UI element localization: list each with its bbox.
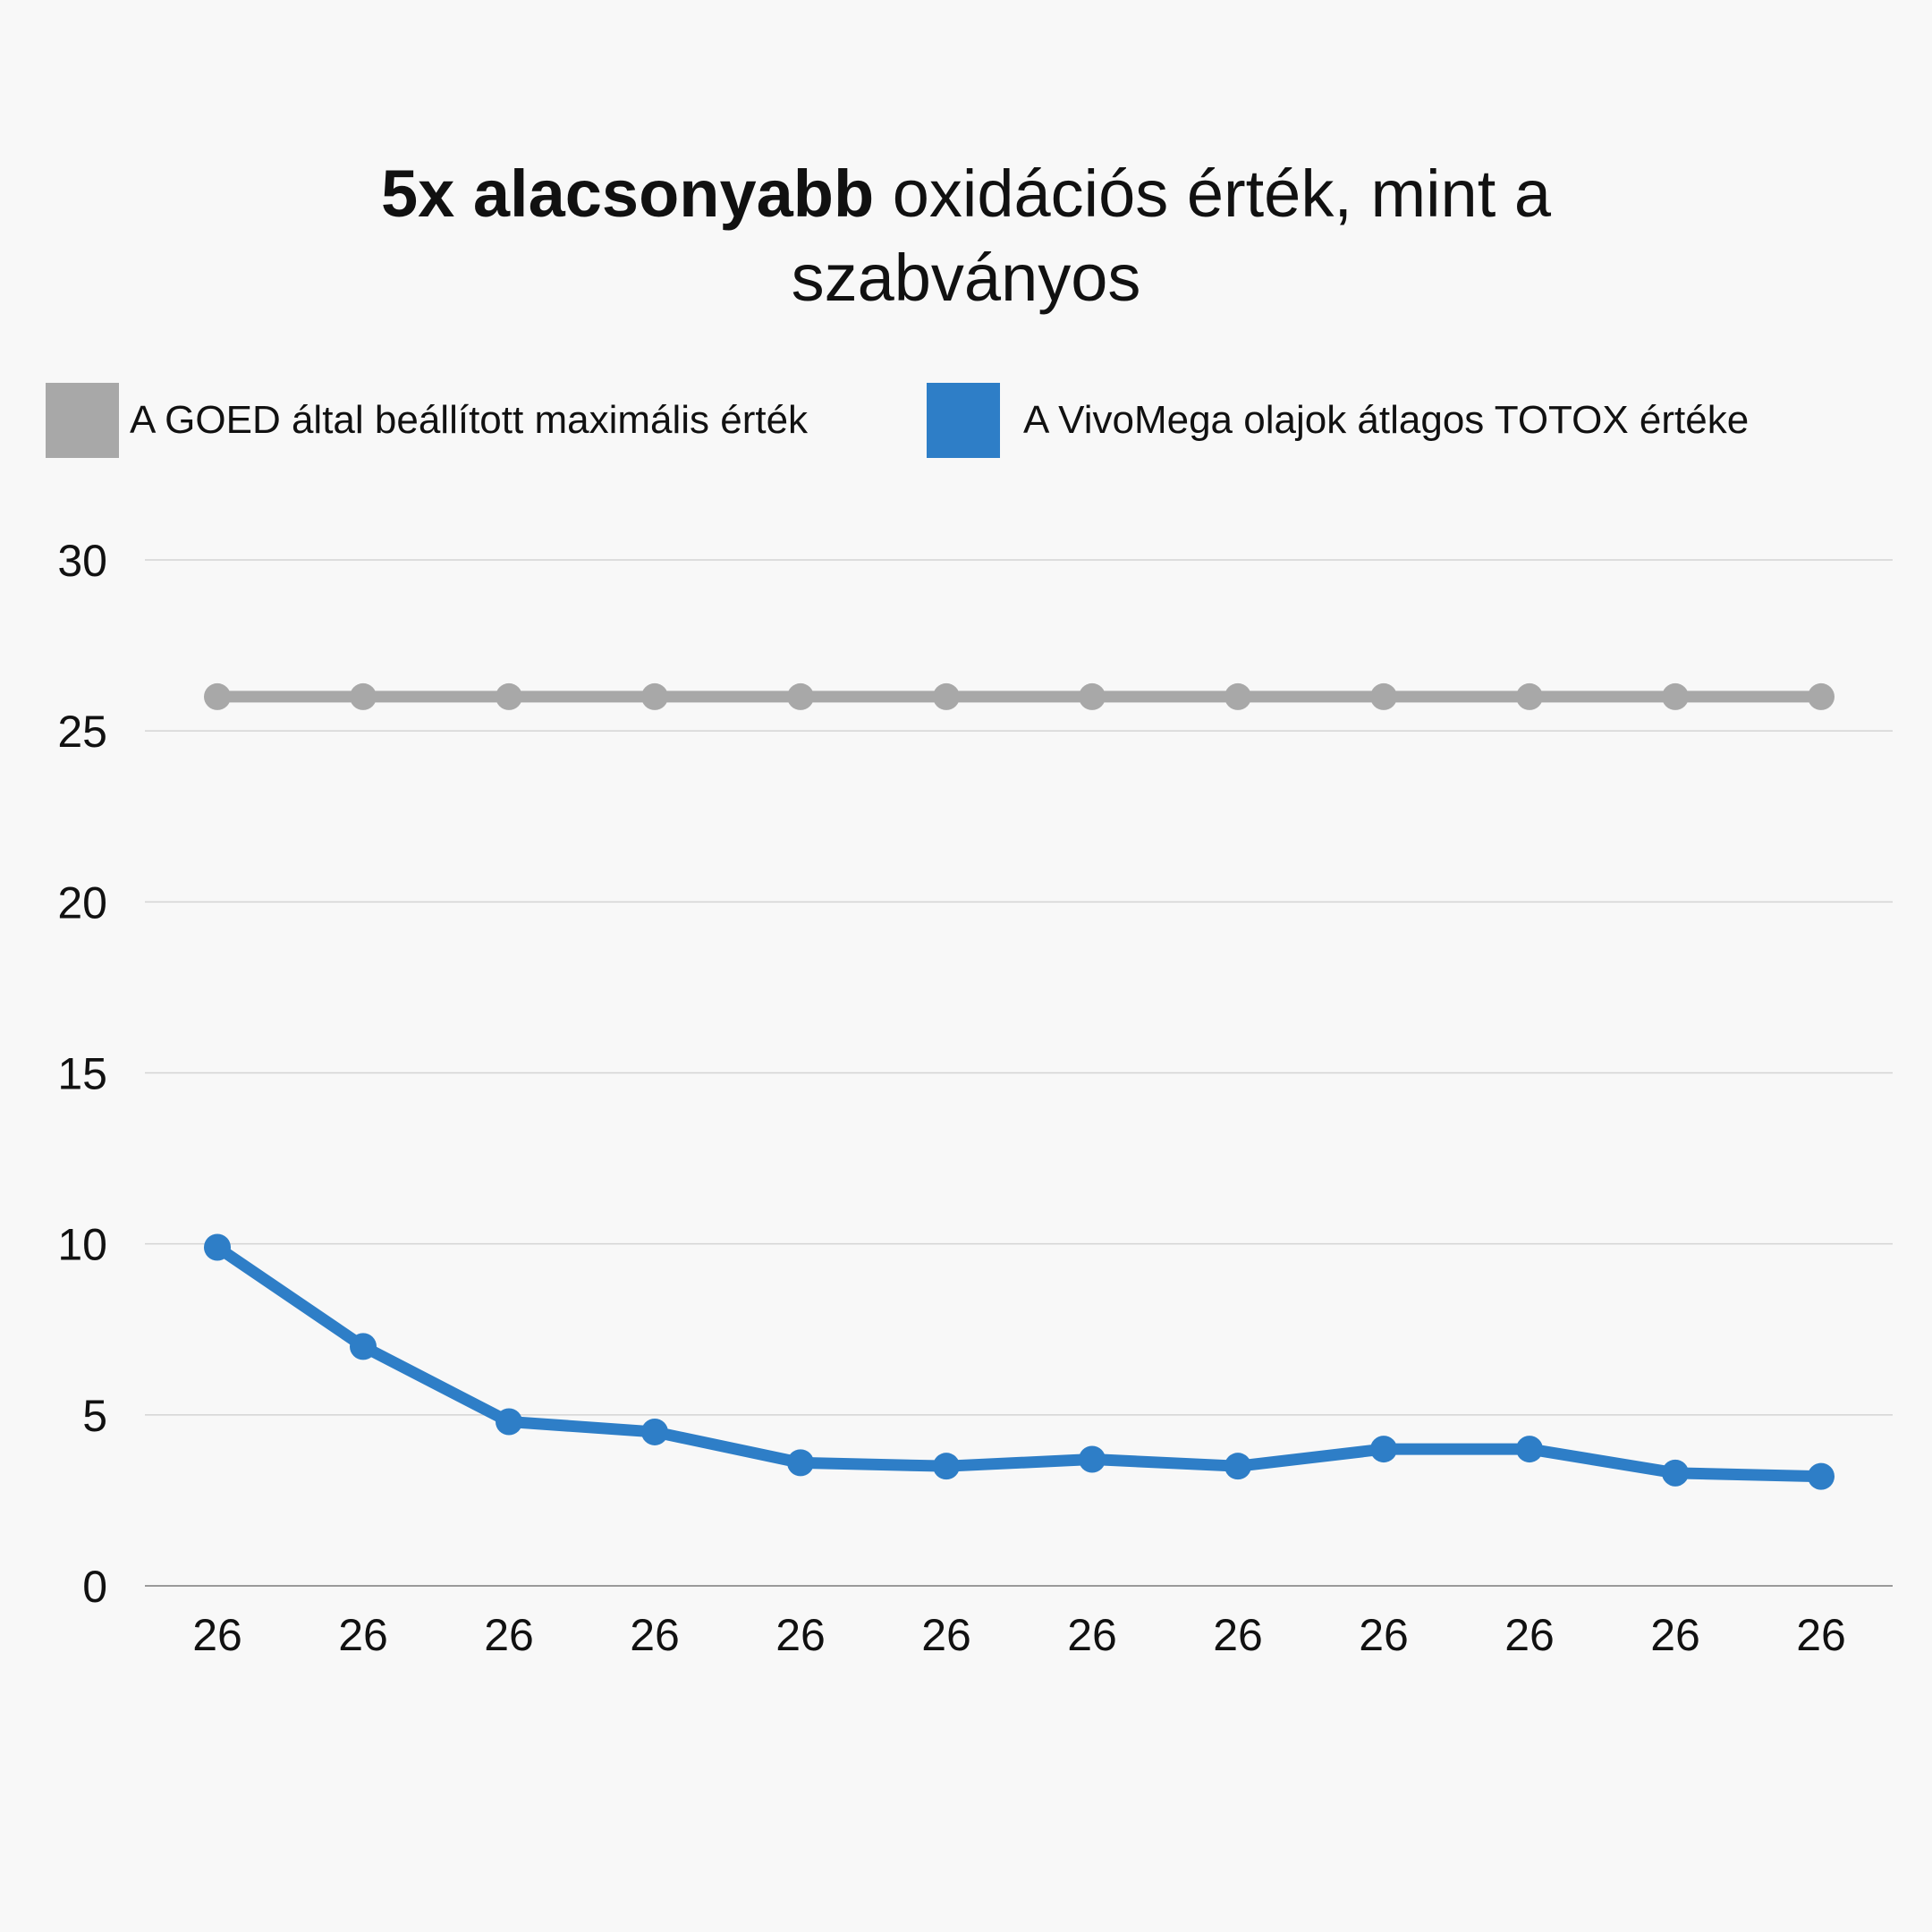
series-1-point — [1516, 1436, 1543, 1463]
series-0-point — [1079, 682, 1106, 710]
series-1-point — [1079, 1445, 1106, 1473]
y-tick-label-5: 5 — [82, 1391, 107, 1441]
series-1-point — [1808, 1462, 1835, 1490]
x-tick-label: 26 — [1067, 1610, 1117, 1660]
series-1-point — [641, 1418, 668, 1445]
series-1-point — [1224, 1453, 1251, 1480]
legend-label-vivomega: A VivoMega olajok átlagos TOTOX értéke — [1023, 398, 1750, 442]
series-0-point — [787, 682, 814, 710]
x-tick-label: 26 — [630, 1610, 680, 1660]
y-tick-label-15: 15 — [57, 1049, 107, 1099]
x-tick-label: 26 — [921, 1610, 971, 1660]
series-1-point — [350, 1333, 377, 1360]
series-0-point — [1808, 682, 1835, 710]
legend-swatch-goed — [46, 383, 119, 458]
chart-title-line1: 5x alacsonyabb oxidációs érték, mint a — [0, 152, 1932, 236]
series-1-point — [787, 1449, 814, 1477]
series-0-point — [496, 682, 522, 710]
legend-item-vivomega: A VivoMega olajok átlagos TOTOX értéke — [927, 383, 1749, 458]
legend-label-goed: A GOED által beállított maximális érték — [130, 398, 809, 442]
chart-title-rest: oxidációs érték, mint a — [874, 157, 1551, 231]
x-tick-label: 26 — [1796, 1610, 1846, 1660]
series-0-point — [1662, 682, 1689, 710]
series-0-point — [1370, 682, 1397, 710]
series-0-point — [1224, 682, 1251, 710]
x-tick-label: 26 — [1650, 1610, 1700, 1660]
x-tick-label: 26 — [1504, 1610, 1555, 1660]
chart-title-line2: szabványos — [791, 241, 1141, 315]
x-tick-label: 26 — [484, 1610, 534, 1660]
legend-swatch-vivomega — [927, 383, 1000, 458]
series-0-point — [1516, 682, 1543, 710]
y-tick-label-10: 10 — [57, 1220, 107, 1270]
x-tick-label: 26 — [338, 1610, 388, 1660]
y-tick-label-0: 0 — [82, 1562, 107, 1612]
x-tick-label: 26 — [192, 1610, 242, 1660]
y-tick-label-30: 30 — [57, 536, 107, 586]
legend-item-goed: A GOED által beállított maximális érték — [46, 383, 808, 458]
y-tick-label-20: 20 — [57, 877, 107, 928]
chart-title: 5x alacsonyabb oxidációs érték, mint a s… — [0, 152, 1932, 320]
series-1-point — [933, 1453, 960, 1480]
series-1-point — [1662, 1459, 1689, 1487]
series-1-point — [204, 1233, 231, 1261]
x-tick-label: 26 — [1213, 1610, 1263, 1660]
x-tick-label: 26 — [1359, 1610, 1409, 1660]
series-1-point — [1370, 1436, 1397, 1463]
y-tick-label-25: 25 — [57, 707, 107, 757]
series-1-point — [496, 1408, 522, 1436]
series-0-point — [350, 682, 377, 710]
x-tick-label: 26 — [775, 1610, 826, 1660]
series-0-point — [641, 682, 668, 710]
series-0-point — [933, 682, 960, 710]
series-0-point — [204, 682, 231, 710]
chart-title-bold: 5x alacsonyabb — [381, 157, 875, 231]
series-line-1 — [211, 1241, 1827, 1483]
